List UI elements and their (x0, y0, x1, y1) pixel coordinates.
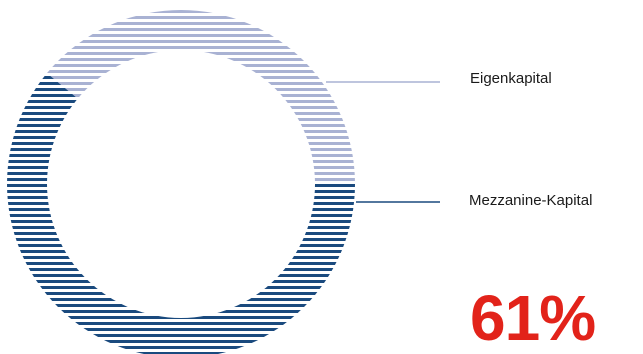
legend-label-mezzanine-kapital: Mezzanine-Kapital (469, 192, 593, 209)
donut-slice-1 (16, 10, 357, 181)
donut-slice-2 (5, 47, 357, 354)
highlight-percentage: 61% (470, 282, 596, 354)
legend-label-eigenkapital: Eigenkapital (470, 70, 552, 87)
